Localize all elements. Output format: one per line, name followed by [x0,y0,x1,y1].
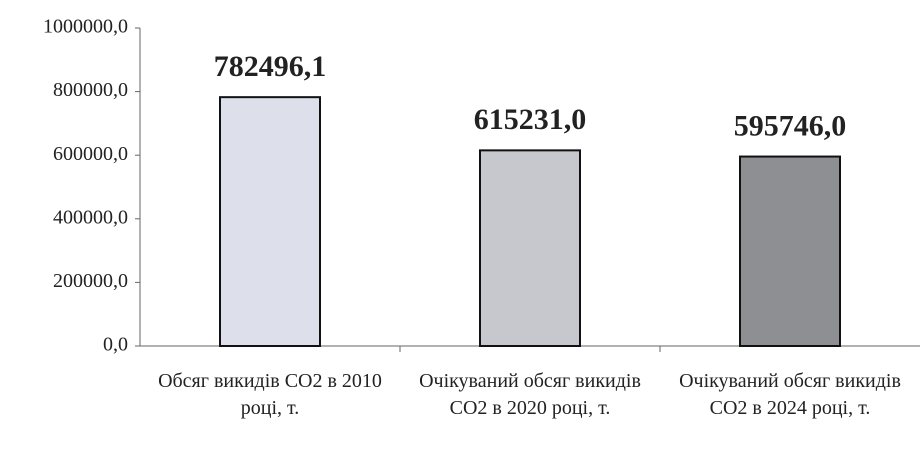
y-tick-label: 1000000,0 [43,16,128,38]
bar [739,155,841,347]
bar [479,149,581,347]
y-tick-label: 0,0 [103,334,128,356]
value-label: 782496,1 [214,50,327,83]
y-tick-label: 600000,0 [53,143,128,165]
y-tick-label: 400000,0 [53,206,128,228]
value-label: 595746,0 [734,109,847,142]
y-tick-label: 200000,0 [53,270,128,292]
y-tick-label: 800000,0 [53,79,128,101]
x-tick-label: Очікуваний обсяг викидів CO2 в 2020 році… [419,370,641,419]
value-label: 615231,0 [474,103,587,136]
bar [219,96,321,347]
x-tick-label: Очікуваний обсяг викидів CO2 в 2024 році… [679,370,901,419]
x-tick-label: Обсяг викидів CO2 в 2010 році, т. [158,370,382,419]
